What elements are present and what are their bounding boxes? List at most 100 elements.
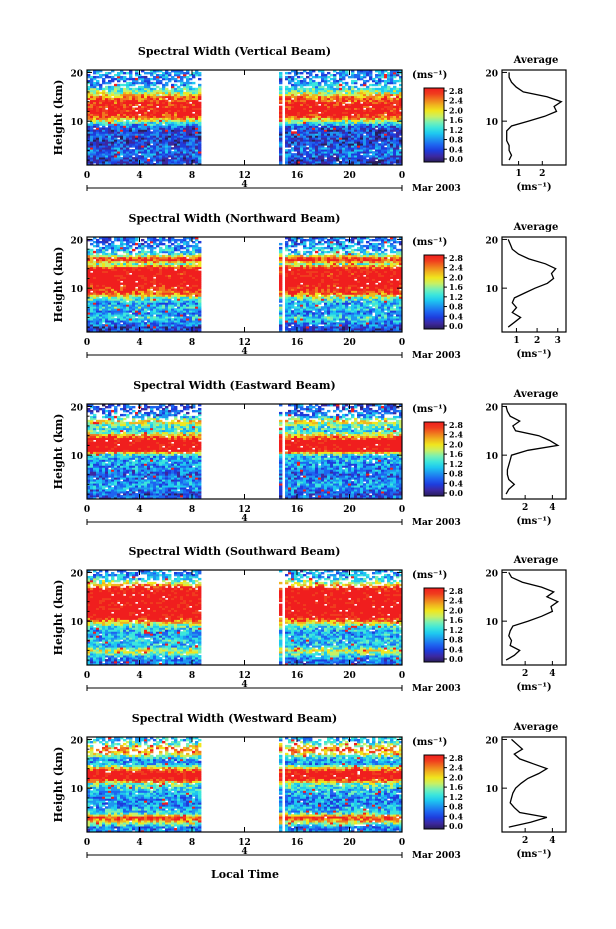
heatmap-cell [153,163,157,166]
heatmap-cell [309,149,313,152]
heatmap-cell [354,97,358,101]
heatmap-cell [351,117,355,120]
heatmap-cell [138,272,142,276]
heatmap-cell [144,328,148,331]
heatmap-cell [330,101,334,105]
heatmap-cell [369,151,373,154]
heatmap-cell [156,85,160,89]
heatmap-cell [147,256,151,260]
heatmap-cell [108,320,112,323]
heatmap-cell [156,264,160,268]
heatmap-cell [147,250,151,254]
heatmap-cell [123,310,127,313]
heatmap-cell [336,145,340,148]
heatmap-cell [183,288,187,291]
heatmap-cell [129,77,133,81]
heatmap-cell [363,99,367,103]
heatmap-cell [108,237,112,240]
heatmap-cell [141,308,145,311]
heatmap-cell [162,101,166,105]
heatmap-cell [348,153,352,156]
heatmap-cell [345,135,349,138]
heatmap-cell [111,310,115,313]
heatmap-cell [189,153,193,156]
heatmap-cell [108,153,112,156]
heatmap-cell [351,95,355,99]
heatmap-cell [129,294,133,297]
heatmap-cell [342,95,346,99]
heatmap-cell [123,258,127,262]
heatmap-cell [360,89,364,93]
heatmap-cell [342,139,346,142]
heatmap-cell [183,81,187,85]
heatmap-cell [330,127,334,130]
heatmap-cell [339,129,343,132]
heatmap-cell [120,320,124,323]
heatmap-cell [141,286,145,289]
heatmap-cell [162,282,166,285]
heatmap-cell [141,312,145,315]
heatmap-cell [132,89,136,93]
heatmap-cell [345,147,349,150]
heatmap-cell [138,312,142,315]
heatmap-cell [141,262,145,266]
heatmap-cell [390,141,394,144]
heatmap-cell [114,135,118,138]
heatmap-cell [354,79,358,83]
heatmap-cell [327,157,331,160]
heatmap-cell [330,151,334,154]
heatmap-cell [318,85,322,89]
heatmap-cell [165,145,169,148]
heatmap-cell [177,256,181,260]
heatmap-cell [375,143,379,146]
heatmap-cell [183,73,187,77]
heatmap-cell [150,95,154,99]
heatmap-cell [312,121,316,124]
heatmap-cell [141,242,145,246]
heatmap-cell [117,320,121,323]
heatmap-cell [291,101,295,105]
heatmap-cell [93,262,97,266]
heatmap-cell [168,103,172,107]
heatmap-cell [159,260,163,264]
heatmap-cell [300,107,304,110]
heatmap-cell [183,147,187,150]
heatmap-cell [117,316,121,319]
heatmap-cell [192,103,196,107]
heatmap-cell [342,75,346,79]
heatmap-cell [174,135,178,138]
heatmap-cell [171,238,175,242]
heatmap-cell [96,286,100,289]
heatmap-cell [357,111,361,114]
heatmap-cell [117,119,121,122]
heatmap-cell [294,113,298,116]
heatmap-cell [324,103,328,107]
heatmap-cell [186,163,190,166]
heatmap-cell [141,282,145,285]
heatmap-cell [330,113,334,116]
heatmap-cell [147,71,151,75]
heatmap-cell [99,260,103,264]
heatmap-cell [132,81,136,85]
heatmap-cell [87,163,91,166]
heatmap-cell [105,143,109,146]
heatmap-cell [399,95,403,99]
heatmap-cell [366,70,370,73]
heatmap-cell [312,101,316,105]
heatmap-cell [162,153,166,156]
heatmap-cell [312,155,316,158]
heatmap-cells [87,70,403,166]
panel-title: Spectral Width (Vertical Beam) [138,45,331,58]
heatmap-cell [171,97,175,101]
heatmap-cell [147,149,151,152]
heatmap-cell [333,159,337,162]
heatmap-cell [114,155,118,158]
heatmap-cell [147,237,151,240]
heatmap-cell [111,105,115,109]
heatmap-cell [183,280,187,283]
heatmap-cell [285,163,289,166]
heatmap-cell [123,264,127,268]
heatmap-cell [129,324,133,327]
heatmap-cell [183,95,187,99]
heatmap-cell [90,99,94,103]
